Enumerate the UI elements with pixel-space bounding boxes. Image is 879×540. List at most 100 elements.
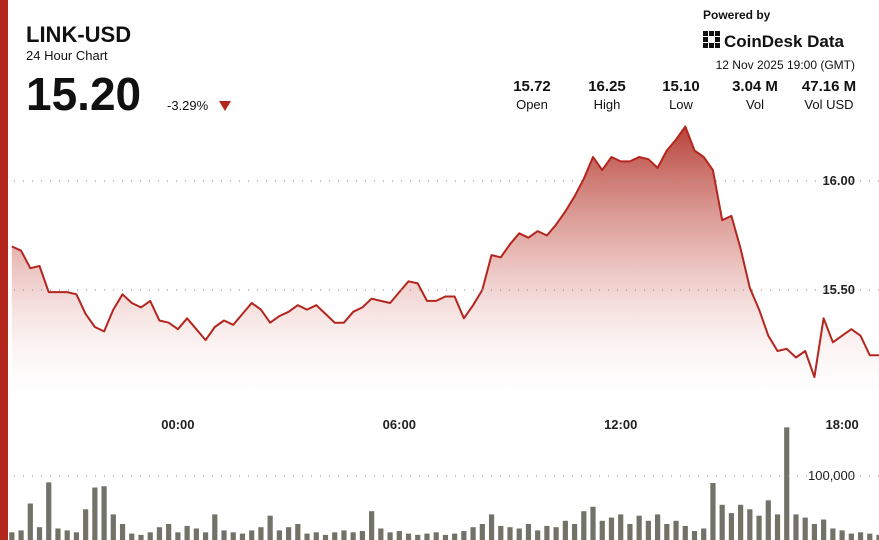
- volume-bar: [848, 533, 854, 540]
- volume-bar: [313, 532, 319, 540]
- volume-bar: [276, 530, 282, 540]
- volume-bar: [618, 514, 624, 540]
- volume-bar: [507, 527, 513, 540]
- volume-bar: [322, 534, 329, 540]
- volume-bar: [193, 528, 199, 540]
- volume-bar: [424, 533, 430, 540]
- volume-bar: [92, 487, 98, 540]
- volume-bar: [18, 530, 24, 540]
- volume-bar: [396, 531, 402, 540]
- volume-bar: [36, 527, 43, 540]
- volume-bar: [350, 532, 356, 540]
- volume-bar: [774, 514, 781, 540]
- brand: CoinDesk Data: [724, 32, 845, 51]
- volume-bar: [857, 532, 864, 540]
- volume-bar: [664, 524, 670, 540]
- volume-bar: [811, 524, 818, 540]
- volume-bar: [387, 532, 393, 540]
- volume-bar: [378, 528, 384, 540]
- price-line: [11, 125, 879, 379]
- volume-bar: [332, 532, 338, 540]
- price-area: [11, 126, 879, 412]
- volume-bar: [839, 530, 845, 540]
- volume-bar: [147, 532, 153, 540]
- volume-bar: [415, 534, 421, 540]
- volume-bar: [405, 533, 412, 540]
- subtitle: 24 Hour Chart: [26, 48, 108, 63]
- volume-bar: [175, 532, 181, 540]
- price: 15.20: [26, 68, 141, 120]
- stat-value: 3.04 M: [732, 78, 778, 95]
- volume-bar: [821, 519, 827, 540]
- x-tick-label: 06:00: [383, 417, 416, 432]
- volume-bar: [645, 520, 651, 540]
- volume-bar: [202, 532, 209, 540]
- volume-bar: [710, 483, 716, 540]
- volume-bar: [461, 531, 467, 540]
- volume-bar: [488, 514, 495, 540]
- volume-bar: [295, 524, 301, 540]
- title: LINK-USD: [26, 22, 131, 47]
- volume-bar: [608, 517, 615, 540]
- volume-bar: [101, 486, 107, 540]
- volume-bar: [46, 482, 52, 540]
- x-tick-label: 00:00: [161, 417, 194, 432]
- volume-bar: [184, 525, 190, 540]
- x-tick-label: 18:00: [825, 417, 858, 432]
- volume-bar: [83, 509, 89, 540]
- volume-bar: [73, 532, 80, 540]
- y2-tick-label: 100,000: [808, 468, 855, 483]
- volume-bar: [249, 530, 255, 540]
- down-arrow: [219, 101, 231, 111]
- volume-bar: [571, 524, 578, 540]
- volume-bar: [369, 511, 375, 540]
- volume-bar: [359, 531, 365, 540]
- x-tick-label: 12:00: [604, 417, 637, 432]
- accent-bar: [0, 0, 8, 540]
- volume-bar: [221, 530, 227, 540]
- volume-bar: [525, 524, 532, 540]
- volume-bar: [166, 524, 172, 540]
- volume-bar: [867, 533, 873, 540]
- volume-bar: [470, 527, 476, 540]
- volume-bar: [719, 504, 725, 540]
- stat-value: 16.25: [588, 78, 626, 95]
- volume-bar: [516, 528, 522, 540]
- volume-bar: [9, 532, 15, 540]
- volume-bar: [110, 514, 116, 540]
- volume-bar: [654, 514, 661, 540]
- stat-value: 15.10: [662, 78, 700, 95]
- y-tick-label: 15.50: [822, 282, 855, 297]
- volume-bar: [802, 517, 808, 540]
- volume-bar: [212, 514, 218, 540]
- volume-bar: [433, 532, 439, 540]
- volume-bar: [498, 525, 504, 540]
- volume-bar: [442, 534, 449, 540]
- volume-bar: [756, 515, 762, 540]
- volume-bar: [636, 515, 642, 540]
- stat-value: 15.72: [513, 78, 551, 95]
- volume-bar: [784, 427, 790, 540]
- volume-bar: [479, 524, 485, 540]
- volume-bar: [876, 534, 879, 540]
- volume-bar: [285, 527, 292, 540]
- powered-by: Powered by: [703, 8, 771, 22]
- volume-bar: [258, 527, 264, 540]
- volume-bar: [119, 524, 126, 540]
- volume-bar: [230, 532, 236, 540]
- volume-bar: [673, 520, 679, 540]
- volume-bar: [682, 525, 688, 540]
- volume-bar: [129, 533, 135, 540]
- volume-bar: [452, 533, 458, 540]
- stat-label: Vol USD: [804, 97, 853, 112]
- volume-bar: [304, 533, 310, 540]
- volume-bar: [765, 500, 771, 540]
- stat-value: 47.16 M: [802, 78, 856, 95]
- volume-bar: [830, 528, 836, 540]
- volume-bar: [728, 513, 734, 540]
- stat-label: Vol: [746, 97, 764, 112]
- brand-logo: [703, 31, 720, 48]
- volume-bar: [55, 528, 61, 540]
- volume-bar: [691, 531, 698, 540]
